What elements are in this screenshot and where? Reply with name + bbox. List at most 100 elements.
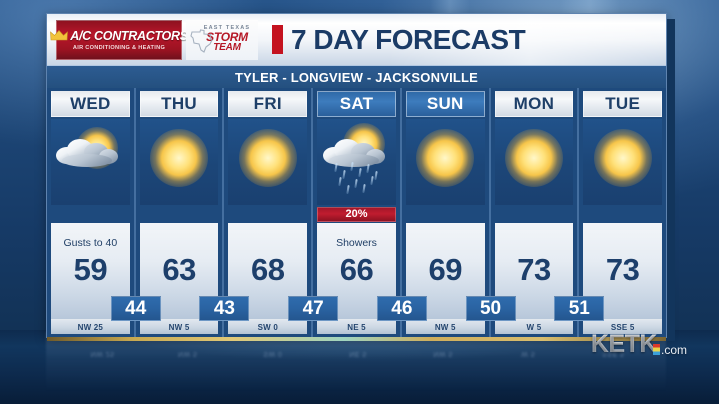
sunny-icon: [232, 121, 304, 201]
weather-icon-area: [51, 119, 130, 205]
wind-value: SSE 5: [610, 322, 635, 332]
day-name: FRI: [253, 94, 282, 113]
storm-team-line1: STORM: [206, 30, 248, 45]
day-header[interactable]: THU: [139, 91, 219, 117]
low-temperature: 46: [391, 298, 413, 319]
pop-area: 20%: [317, 206, 396, 222]
wind-value: NE 5: [347, 322, 366, 332]
rain-showers-icon: [321, 121, 393, 201]
reflection-wind-text: NE 5: [349, 350, 367, 357]
station-watermark[interactable]: KETK .com: [591, 330, 687, 359]
sponsor-name: A/C CONTRACTORS: [70, 28, 188, 43]
wind-strip: NE 5: [317, 319, 396, 334]
reflection-wind-text: NW 5: [177, 350, 198, 357]
storm-team-region: EAST TEXAS: [203, 25, 251, 32]
low-temperature: 43: [213, 298, 235, 319]
high-temperature: 73: [605, 252, 640, 287]
wind-value: W 5: [526, 322, 542, 332]
low-temperature: 51: [568, 298, 590, 319]
precip-chance-value: 20%: [345, 208, 368, 220]
condition-text: Gusts to 40: [63, 237, 118, 249]
subtitle-bar: TYLER - LONGVIEW - JACKSONVILLE: [47, 66, 666, 88]
station-call-letters: KETK: [590, 330, 658, 358]
high-temperature: 63: [162, 252, 196, 287]
studio-floor: [0, 330, 719, 404]
day-header[interactable]: MON: [494, 91, 574, 117]
weather-icon-area: [317, 119, 396, 205]
texas-outline-icon: [189, 28, 215, 58]
day-header[interactable]: SAT: [317, 91, 396, 117]
wind-strip: NW 25: [51, 319, 130, 334]
low-temperature: 47: [302, 298, 324, 319]
storm-team-logo[interactable]: EAST TEXAS STORM TEAM: [186, 19, 258, 60]
day-name: THU: [161, 94, 197, 113]
precip-chance-badge: 20%: [317, 206, 396, 222]
high-temperature: 69: [428, 252, 462, 287]
low-temperature-box: 43: [199, 296, 250, 321]
panel-side-edge: [666, 19, 675, 341]
low-temperature: 44: [125, 298, 147, 319]
high-temperature: 73: [517, 252, 551, 287]
wind-strip: SSE 5: [583, 319, 663, 334]
day-header[interactable]: WED: [51, 91, 130, 117]
reflection-wind-text: W 5: [521, 350, 536, 357]
forecast-column-sat: SAT 20% Showers 66 NE 5: [311, 88, 400, 337]
day-name: WED: [70, 94, 111, 113]
station-flag-icon: [652, 344, 660, 355]
sponsor-logo[interactable]: A/C CONTRACTORS AIR CONDITIONING & HEATI…: [50, 19, 188, 60]
condition-text: Showers: [336, 237, 377, 249]
pop-area: [406, 206, 485, 222]
wind-strip: NW 5: [139, 319, 219, 334]
pop-area: [495, 206, 574, 222]
pop-area: [51, 206, 130, 222]
day-name: MON: [513, 94, 555, 113]
forecast-panel: A/C CONTRACTORS AIR CONDITIONING & HEATI…: [46, 13, 675, 341]
reflection-wind-text: NW 25: [90, 350, 115, 357]
wind-strip: NW 5: [405, 319, 485, 334]
pop-area: [583, 206, 662, 222]
sunny-icon: [587, 121, 659, 201]
weather-icon-area: [405, 119, 485, 205]
partly-cloudy-icon: [54, 121, 126, 201]
reflection-wind-text: SW 0: [263, 350, 283, 357]
sunny-icon: [498, 121, 570, 201]
station-domain: .com: [660, 343, 687, 357]
low-temperature-box: 44: [110, 296, 161, 321]
day-header[interactable]: SUN: [405, 91, 485, 117]
sunny-icon: [409, 121, 481, 201]
day-header[interactable]: FRI: [228, 91, 308, 117]
page-title: 7 DAY FORECAST: [291, 23, 526, 55]
wind-value: SW 0: [257, 322, 278, 332]
low-temperature-box: 47: [288, 296, 339, 321]
crown-icon: [50, 30, 69, 41]
day-header[interactable]: TUE: [583, 91, 663, 117]
forecast-grid: WED Gusts to 40 59 NW 25 THU 63 NW 5 FRI 68 SW 0 S…: [47, 88, 666, 337]
storm-team-line2: TEAM: [213, 42, 241, 54]
wind-value: NW 5: [434, 322, 456, 332]
wind-strip: SW 0: [228, 319, 308, 334]
high-temperature: 68: [251, 252, 285, 287]
low-temperature-box: 51: [554, 296, 605, 321]
panel-header: A/C CONTRACTORS AIR CONDITIONING & HEATI…: [47, 14, 666, 66]
forecast-column-thu: THU 63 NW 5: [133, 88, 223, 337]
sunny-icon: [143, 121, 215, 201]
weather-icon-area: [494, 119, 574, 205]
day-name: SUN: [426, 94, 464, 113]
high-temperature: 66: [339, 252, 374, 287]
sponsor-tagline: AIR CONDITIONING & HEATING: [72, 44, 166, 51]
high-temperature: 59: [73, 252, 108, 287]
title-accent-bar: [272, 25, 283, 54]
wind-strip: W 5: [494, 319, 574, 334]
pop-area: [140, 206, 219, 222]
low-temperature-box: 46: [376, 296, 427, 321]
floor-glow: [0, 330, 719, 404]
pop-area: [228, 206, 307, 222]
low-temperature-box: 50: [465, 296, 516, 321]
low-temperature: 50: [479, 298, 502, 319]
wind-value: NW 5: [168, 322, 190, 332]
panel-bottom-accent: [47, 337, 666, 341]
cities-subtitle: TYLER - LONGVIEW - JACKSONVILLE: [234, 69, 479, 85]
day-name: TUE: [605, 94, 641, 113]
forecast-column-wed: WED Gusts to 40 59 NW 25: [47, 88, 134, 337]
